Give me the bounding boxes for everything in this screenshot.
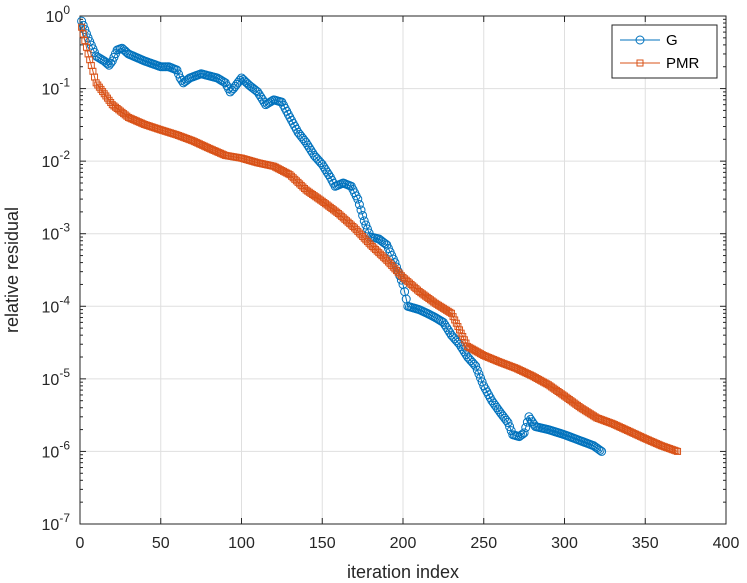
data-point-g <box>306 145 316 155</box>
data-point-g <box>521 423 531 433</box>
data-point-g <box>506 426 516 436</box>
data-point-g <box>522 417 532 427</box>
data-point-g <box>304 143 314 153</box>
legend-label-g: G <box>666 32 678 49</box>
data-point-g <box>317 159 327 169</box>
data-point-g <box>319 162 329 172</box>
data-point-g <box>299 136 309 146</box>
data-point-g <box>256 92 266 102</box>
legend: G PMR <box>611 24 718 79</box>
data-point-g <box>353 194 363 204</box>
grid <box>79 15 727 525</box>
data-point-g <box>324 170 334 180</box>
data-point-g <box>301 138 311 148</box>
data-point-g <box>225 87 235 97</box>
data-point-g <box>488 398 498 408</box>
data-point-g <box>474 369 484 379</box>
data-point-g <box>362 224 372 234</box>
data-point-g <box>322 167 332 177</box>
data-point-pmr <box>81 37 89 45</box>
data-point-g <box>361 220 371 230</box>
y-axis-label: relative residual <box>2 207 22 333</box>
data-point-g <box>379 238 389 248</box>
data-point-g <box>476 373 486 383</box>
y-tick-label: 10-2 <box>42 148 71 171</box>
axis-ticks: 0 50 100 150 200 250 300 350 400 100 10-1 10-2 10-3 1… <box>42 3 740 552</box>
data-point-g <box>505 422 515 432</box>
data-point-g <box>249 84 259 94</box>
data-point-g <box>471 361 481 371</box>
x-tick-label: 150 <box>309 535 336 552</box>
data-point-g <box>472 365 482 375</box>
y-tick-label: 10-1 <box>42 76 71 99</box>
data-point-g <box>443 325 453 335</box>
legend-marker-g <box>635 35 645 45</box>
x-tick-label: 0 <box>76 535 85 552</box>
data-point-g <box>487 396 497 406</box>
data-series <box>77 16 682 456</box>
data-point-g <box>238 74 248 84</box>
data-point-pmr <box>674 447 682 455</box>
data-point-g <box>527 417 537 427</box>
data-point-g <box>595 445 605 455</box>
data-point-g <box>455 339 465 349</box>
x-axis-label: iteration index <box>347 562 459 582</box>
data-point-g <box>77 16 87 26</box>
series-g <box>77 16 607 456</box>
data-point-g <box>101 57 111 67</box>
x-tick-label: 400 <box>713 535 740 552</box>
data-point-g <box>356 205 366 215</box>
data-point-g <box>78 20 88 30</box>
data-point-g <box>524 412 534 422</box>
x-tick-label: 300 <box>551 535 578 552</box>
x-tick-label: 100 <box>228 535 255 552</box>
y-tick-label: 100 <box>46 3 71 26</box>
data-point-g <box>597 446 607 456</box>
data-point-g <box>503 418 513 428</box>
data-point-pmr <box>79 30 87 38</box>
x-tick-label: 200 <box>390 535 417 552</box>
legend-marker-pmr <box>636 59 644 67</box>
data-point-pmr <box>82 43 90 51</box>
series-line-g <box>81 20 602 452</box>
y-tick-label: 10-3 <box>42 221 71 244</box>
y-tick-label: 10-7 <box>42 511 71 534</box>
series-line-pmr <box>81 27 678 452</box>
data-point-g <box>490 400 500 410</box>
legend-box <box>611 24 718 79</box>
legend-label-pmr: PMR <box>666 55 700 72</box>
data-point-g <box>516 430 526 440</box>
data-point-g <box>354 200 364 210</box>
x-tick-label: 50 <box>152 535 170 552</box>
data-point-g <box>492 402 502 412</box>
y-tick-label: 10-6 <box>42 438 71 461</box>
data-point-g <box>235 75 245 85</box>
x-tick-label: 350 <box>632 535 659 552</box>
data-point-g <box>240 76 250 86</box>
data-point-g <box>102 59 112 69</box>
data-point-g <box>380 239 390 249</box>
data-point-g <box>254 89 264 99</box>
y-tick-label: 10-5 <box>42 366 71 389</box>
data-point-g <box>442 322 452 332</box>
data-point-g <box>303 140 313 150</box>
data-point-g <box>253 87 263 97</box>
data-point-pmr <box>672 447 680 455</box>
data-point-g <box>172 65 182 75</box>
data-point-g <box>320 165 330 175</box>
y-tick-label: 10-4 <box>42 293 71 316</box>
data-point-g <box>359 216 369 226</box>
data-point-g <box>440 320 450 330</box>
data-point-g <box>237 73 246 83</box>
data-point-g <box>438 317 448 327</box>
series-pmr <box>78 23 682 455</box>
data-point-g <box>519 428 529 438</box>
data-point-g <box>526 414 536 424</box>
data-point-g <box>358 210 368 220</box>
data-point-pmr <box>78 23 86 31</box>
x-tick-label: 250 <box>470 535 497 552</box>
